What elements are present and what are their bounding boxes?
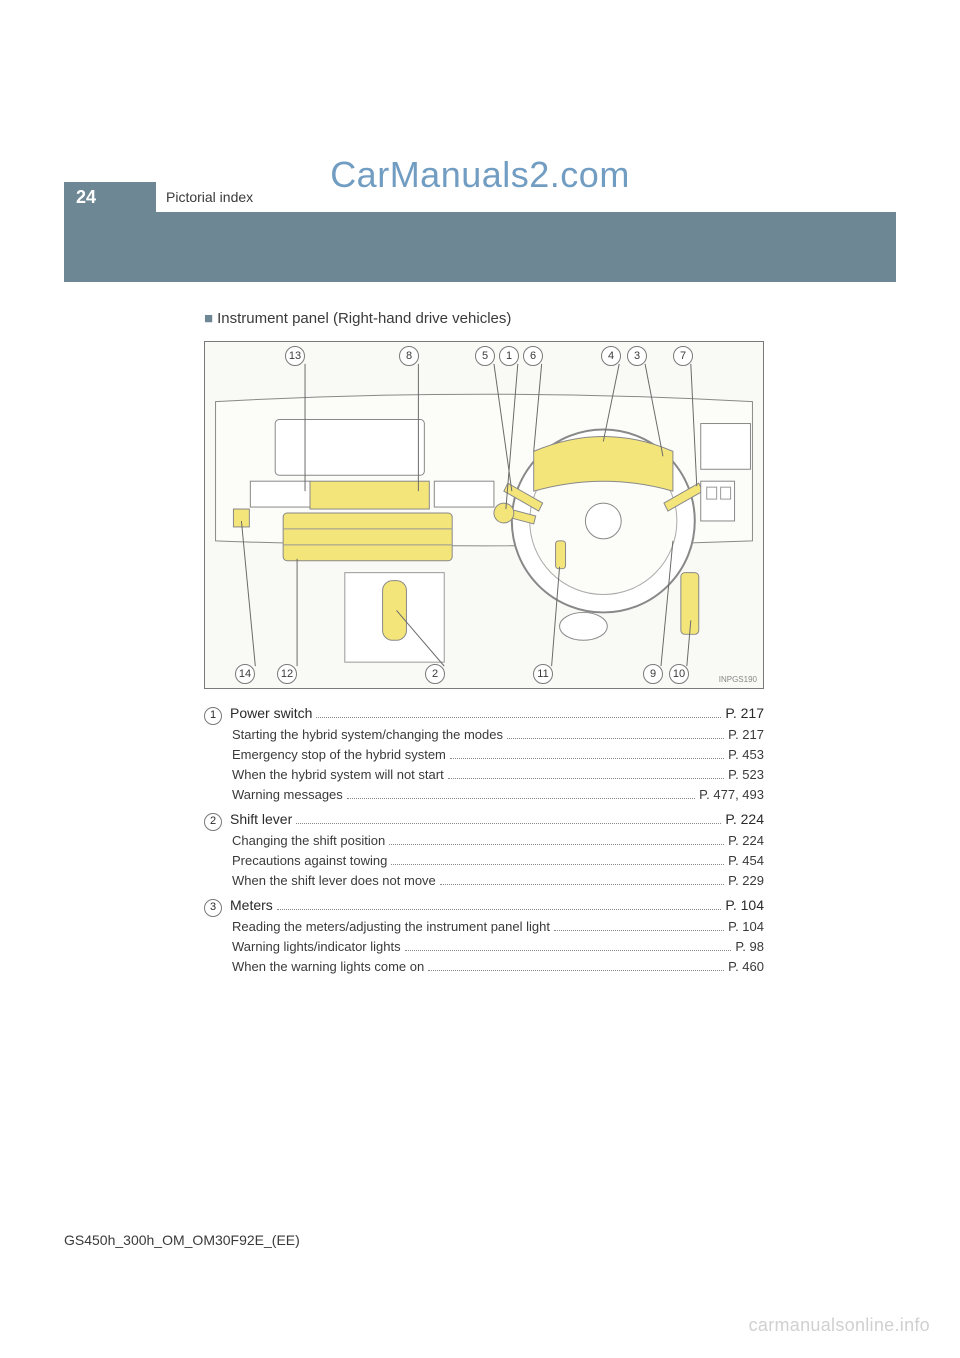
index-sub-page: P. 98 bbox=[735, 937, 764, 957]
index-number-icon: 2 bbox=[204, 813, 222, 831]
section-label: Pictorial index bbox=[166, 189, 253, 205]
index-sub-page: P. 104 bbox=[728, 917, 764, 937]
index-sub-page: P. 523 bbox=[728, 765, 764, 785]
index-sub-row: When the warning lights come on P. 460 bbox=[204, 957, 764, 977]
index-sub-row: Precautions against towing P. 454 bbox=[204, 851, 764, 871]
content-area: ■Instrument panel (Right-hand drive vehi… bbox=[64, 310, 896, 981]
index-sub-page: P. 453 bbox=[728, 745, 764, 765]
callout-13: 13 bbox=[285, 346, 305, 366]
callout-7: 7 bbox=[673, 346, 693, 366]
index-sub-row: Starting the hybrid system/changing the … bbox=[204, 725, 764, 745]
index-page: P. 217 bbox=[725, 703, 764, 725]
index-sub-label: Emergency stop of the hybrid system bbox=[232, 745, 446, 765]
leader-dots bbox=[277, 909, 722, 910]
index-main-row: 2 Shift lever P. 224 bbox=[204, 809, 764, 831]
index-sub-label: Changing the shift position bbox=[232, 831, 385, 851]
index-sub-page: P. 454 bbox=[728, 851, 764, 871]
index-main-row: 1 Power switch P. 217 bbox=[204, 703, 764, 725]
index-item-3: 3 Meters P. 104 Reading the meters/adjustin… bbox=[204, 895, 764, 977]
leader-dots bbox=[554, 930, 724, 931]
index-sub-row: Reading the meters/adjusting the instrum… bbox=[204, 917, 764, 937]
diagram-svg bbox=[205, 342, 763, 688]
page-number-box: 24 bbox=[64, 182, 156, 212]
index-sub-label: Warning messages bbox=[232, 785, 343, 805]
header-band bbox=[64, 212, 896, 282]
index-number-icon: 1 bbox=[204, 707, 222, 725]
leader-dots bbox=[296, 823, 721, 824]
index-sub-page: P. 229 bbox=[728, 871, 764, 891]
callout-4: 4 bbox=[601, 346, 621, 366]
page-number: 24 bbox=[64, 187, 96, 208]
index-main-row: 3 Meters P. 104 bbox=[204, 895, 764, 917]
index-list: 1 Power switch P. 217 Starting the hybrid s… bbox=[204, 703, 764, 977]
leader-dots bbox=[389, 844, 724, 845]
index-sub-row: Warning messages P. 477, 493 bbox=[204, 785, 764, 805]
callout-14: 14 bbox=[235, 664, 255, 684]
leader-dots bbox=[440, 884, 724, 885]
index-sub-page: P. 217 bbox=[728, 725, 764, 745]
callout-1: 1 bbox=[499, 346, 519, 366]
leader-dots bbox=[316, 717, 721, 718]
index-sub-label: When the hybrid system will not start bbox=[232, 765, 444, 785]
callout-8: 8 bbox=[399, 346, 419, 366]
leader-dots bbox=[450, 758, 724, 759]
index-sub-label: Reading the meters/adjusting the instrum… bbox=[232, 917, 550, 937]
subheading-text: Instrument panel (Right-hand drive vehic… bbox=[217, 310, 511, 327]
index-item-2: 2Shift leverP. 224Changing the shift pos… bbox=[204, 809, 764, 891]
watermark-bottom: carmanualsonline.info bbox=[749, 1315, 930, 1336]
index-sub-row: Warning lights/indicator lights P. 98 bbox=[204, 937, 764, 957]
callout-10: 10 bbox=[669, 664, 689, 684]
index-sub-row: When the shift lever does not move P. 229 bbox=[204, 871, 764, 891]
leader-dots bbox=[347, 798, 695, 799]
index-sub-label: Starting the hybrid system/changing the … bbox=[232, 725, 503, 745]
index-number-icon: 3 bbox=[204, 899, 222, 917]
callout-6: 6 bbox=[523, 346, 543, 366]
index-sub-page: P. 477, 493 bbox=[699, 785, 764, 805]
leader-dots bbox=[391, 864, 724, 865]
callout-9: 9 bbox=[643, 664, 663, 684]
index-sub-row: Emergency stop of the hybrid system P. 45… bbox=[204, 745, 764, 765]
index-item-1: 1 Power switch P. 217 Starting the hybrid s… bbox=[204, 703, 764, 805]
square-bullet-icon: ■ bbox=[204, 310, 213, 327]
leader-dots bbox=[405, 950, 732, 951]
index-sub-page: P. 224 bbox=[728, 831, 764, 851]
watermark-top: CarManuals2.com bbox=[330, 154, 630, 196]
subheading: ■Instrument panel (Right-hand drive vehi… bbox=[204, 310, 896, 327]
callout-5: 5 bbox=[475, 346, 495, 366]
callout-3: 3 bbox=[627, 346, 647, 366]
index-title: Power switch bbox=[230, 703, 312, 725]
instrument-panel-diagram: 13 8 516 43 7 14 12 2 11 9 10 INPGS190 bbox=[204, 341, 764, 689]
leader-dots bbox=[428, 970, 724, 971]
callout-2: 2 bbox=[425, 664, 445, 684]
index-sub-label: Precautions against towing bbox=[232, 851, 387, 871]
leader-dots bbox=[507, 738, 724, 739]
index-title: Meters bbox=[230, 895, 273, 917]
leader-dots bbox=[448, 778, 724, 779]
diagram-code: INPGS190 bbox=[719, 675, 757, 684]
index-page: P. 224 bbox=[725, 809, 764, 831]
index-sub-label: Warning lights/indicator lights bbox=[232, 937, 401, 957]
callout-12: 12 bbox=[277, 664, 297, 684]
index-sub-label: When the shift lever does not move bbox=[232, 871, 436, 891]
callout-11: 11 bbox=[533, 664, 553, 684]
index-sub-label: When the warning lights come on bbox=[232, 957, 424, 977]
index-sub-row: Changing the shift position P. 224 bbox=[204, 831, 764, 851]
index-title: Shift lever bbox=[230, 809, 292, 831]
index-sub-page: P. 460 bbox=[728, 957, 764, 977]
index-sub-row: When the hybrid system will not start P. … bbox=[204, 765, 764, 785]
index-page: P. 104 bbox=[725, 895, 764, 917]
footer-code: GS450h_300h_OM_OM30F92E_(EE) bbox=[64, 1232, 300, 1248]
